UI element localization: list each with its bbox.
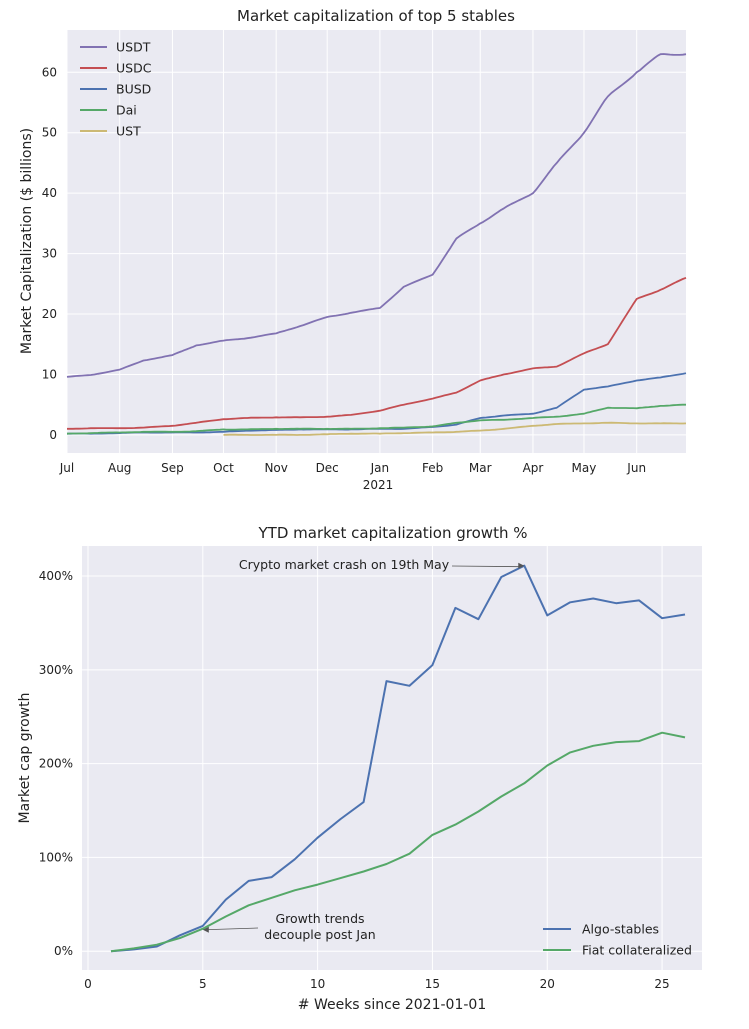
x-tick-label: Feb (422, 461, 443, 475)
chart-title: Market capitalization of top 5 stables (237, 7, 515, 25)
legend-label: USDT (116, 40, 151, 55)
y-tick-label: 40 (42, 186, 57, 200)
series-line-dai (66, 403, 686, 435)
legend-label: Dai (116, 103, 137, 118)
legend-label: Algo-stables (582, 922, 659, 937)
x-tick-label: 25 (654, 977, 669, 991)
legend-label: Fiat collateralized (582, 943, 692, 958)
x-tick-label: Dec (316, 461, 339, 475)
x-tick-label: Jun (626, 461, 646, 475)
x-tick-label: Jan (370, 461, 390, 475)
series-line-algo-stables (110, 564, 686, 953)
legend-label: UST (116, 124, 141, 139)
chart-title: YTD market capitalization growth % (258, 524, 528, 542)
y-tick-label: 30 (42, 247, 57, 261)
legend-label: BUSD (116, 82, 151, 97)
y-tick-label: 20 (42, 307, 57, 321)
x-tick-label: 0 (84, 977, 92, 991)
y-tick-label: 100% (39, 850, 73, 864)
x-year-label: 2021 (363, 478, 394, 492)
annotation-arrow (204, 927, 259, 931)
y-tick-label: 0 (49, 428, 57, 442)
series-line-usdt (66, 53, 687, 378)
x-tick-label: 5 (199, 977, 207, 991)
x-tick-label: 15 (425, 977, 440, 991)
y-tick-label: 50 (42, 126, 57, 140)
annotations: Crypto market crash on 19th May Growth tr… (202, 557, 525, 942)
plot-area (82, 546, 702, 970)
y-axis-label: Market cap growth (17, 693, 33, 824)
annotation-decouple-line1: Growth trends (275, 911, 364, 926)
annotation-arrow (451, 565, 523, 568)
x-tick-label: Sep (161, 461, 184, 475)
x-axis-label: # Weeks since 2021-01-01 (298, 997, 486, 1013)
x-tick-label: May (572, 461, 597, 475)
annotation-decouple-line2: decouple post Jan (264, 927, 375, 942)
legend: Algo-stables Fiat collateralized (543, 922, 692, 958)
x-tick-label: Apr (523, 461, 544, 475)
x-tick-label: Mar (469, 461, 492, 475)
series-line-fiat-collateralized (110, 731, 686, 953)
annotation-crash: Crypto market crash on 19th May (239, 557, 450, 572)
plot-area (67, 30, 686, 453)
legend: USDT USDC BUSD Dai UST (80, 40, 152, 139)
x-tick-label: 20 (540, 977, 555, 991)
y-axis-label: Market Capitalization ($ billions) (19, 128, 35, 354)
x-tick-label: Oct (213, 461, 234, 475)
y-tick-label: 200% (39, 757, 73, 771)
x-tick-label: Jul (59, 461, 74, 475)
chart-market-cap: 0 10 20 30 40 50 60 Jul Aug Sep Oct Nov Dec Jan Feb Ma… (19, 7, 687, 492)
y-tick-label: 400% (39, 569, 73, 583)
series-line-usdc (67, 276, 687, 430)
series-line-ust (223, 421, 687, 436)
arrow-head-icon (518, 562, 525, 569)
arrow-head-icon (202, 926, 209, 933)
y-tick-label: 60 (42, 65, 57, 79)
y-tick-label: 0% (54, 944, 73, 958)
x-tick-label: Nov (264, 461, 287, 475)
y-tick-label: 300% (39, 663, 73, 677)
y-tick-label: 10 (42, 367, 57, 381)
x-tick-label: Aug (108, 461, 131, 475)
x-tick-label: 10 (310, 977, 325, 991)
legend-label: USDC (116, 61, 152, 76)
chart-ytd-growth: 0% 100% 200% 300% 400% 0 5 10 15 20 25 YTD market… (17, 524, 702, 1013)
